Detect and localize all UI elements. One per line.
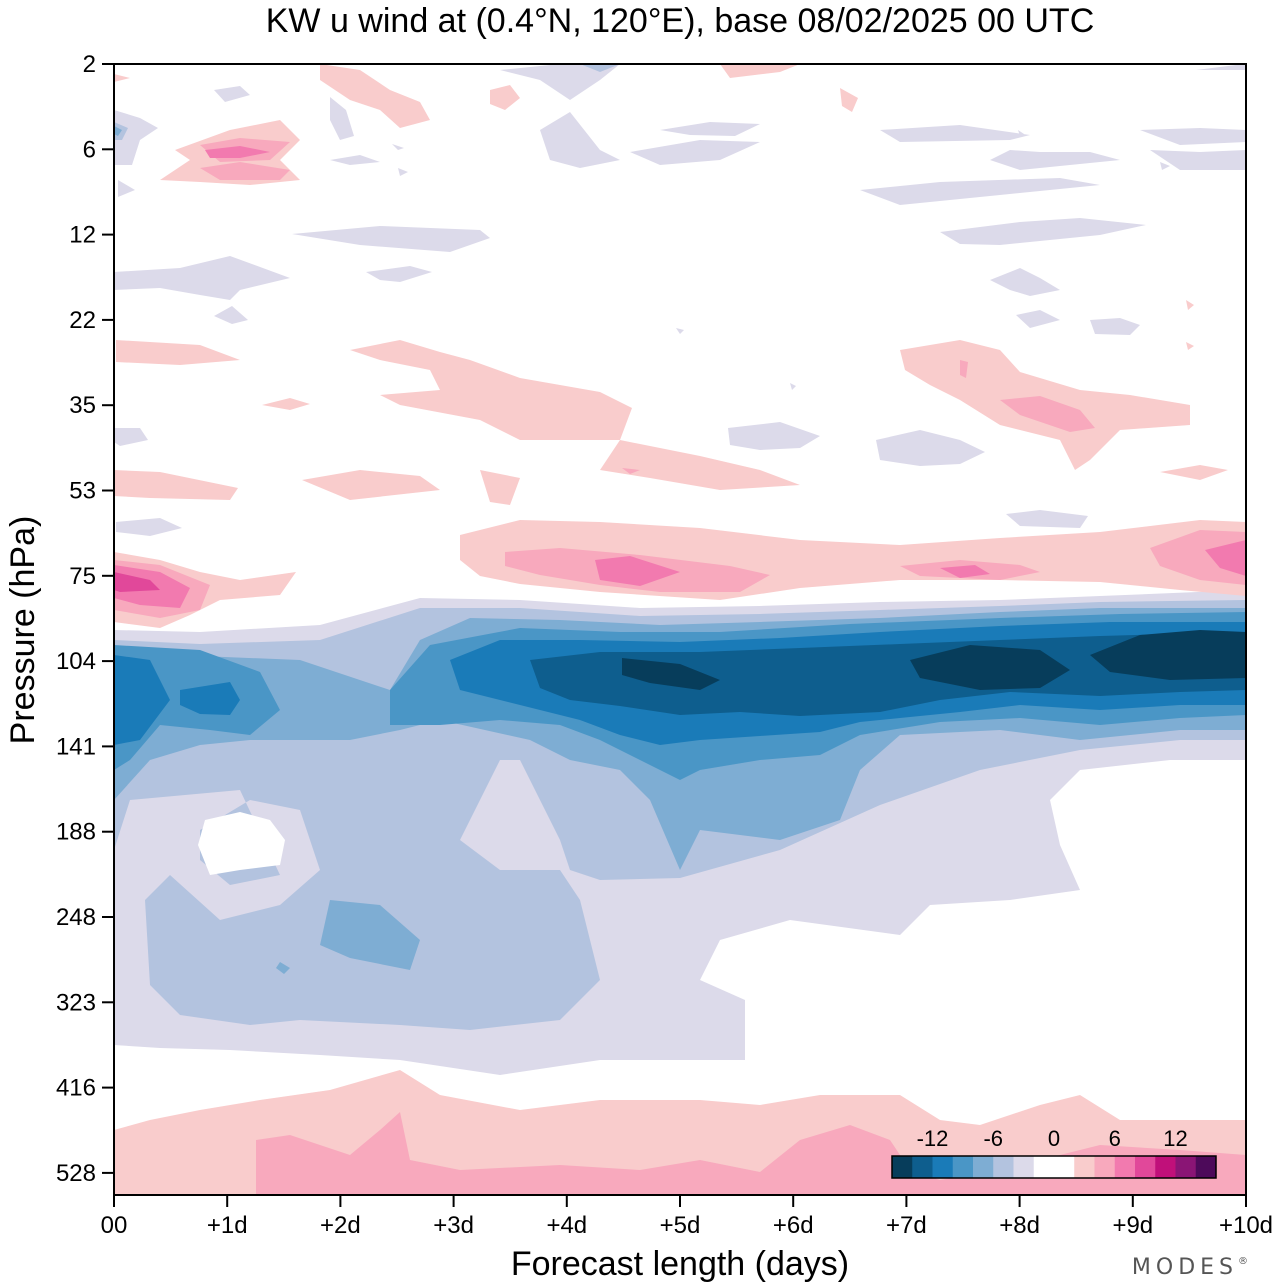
colorbar-tick-label: 12 <box>1163 1126 1187 1151</box>
contour-white-hole <box>198 812 285 875</box>
contour-pos-4 <box>114 530 1246 618</box>
colorbar-swatch <box>932 1156 954 1178</box>
colorbar-swatch <box>1195 1156 1217 1178</box>
y-tick-label: 528 <box>56 1160 96 1187</box>
x-tick-label: +1d <box>207 1212 248 1239</box>
y-tick-label: 2 <box>83 51 96 78</box>
contour-neg-12 <box>530 632 1246 716</box>
colorbar-swatch <box>1114 1156 1136 1178</box>
x-tick-label: +10d <box>1219 1212 1273 1239</box>
y-tick-label: 35 <box>69 392 96 419</box>
y-tick-label: 53 <box>69 478 96 505</box>
contour-pos-8 <box>114 572 160 592</box>
x-tick-label: 00 <box>101 1212 128 1239</box>
colorbar-swatch <box>892 1156 913 1178</box>
colorbar-frame <box>891 1155 1217 1179</box>
x-tick-label: +4d <box>546 1212 587 1239</box>
x-tick-label: +8d <box>999 1212 1040 1239</box>
colorbar-swatch <box>1074 1156 1095 1178</box>
x-tick-label: +7d <box>886 1212 927 1239</box>
plot-area <box>113 63 1247 1196</box>
x-tick-label: +5d <box>660 1212 701 1239</box>
y-tick-label: 104 <box>56 648 96 675</box>
colorbar-tick-label: 6 <box>1109 1126 1121 1151</box>
colorbar-tick-label: -12 <box>917 1126 949 1151</box>
y-tick-label: 6 <box>83 136 96 163</box>
y-tick-label: 323 <box>56 989 96 1016</box>
brand-logo: MODES® <box>1132 1255 1248 1280</box>
x-tick-label: +3d <box>433 1212 474 1239</box>
chart-title: KW u wind at (0.4°N, 120°E), base 08/02/… <box>266 2 1095 40</box>
x-tick-label: +9d <box>1112 1212 1153 1239</box>
x-axis-label: Forecast length (days) <box>511 1245 849 1283</box>
colorbar-swatch <box>973 1156 994 1178</box>
colorbar-tick-label: -6 <box>983 1126 1003 1151</box>
colorbar-swatch <box>1155 1156 1176 1178</box>
contour-neg-14 <box>622 630 1246 690</box>
contour-upper-pos <box>114 64 1246 1195</box>
contour-upper-pos-6 <box>205 146 270 158</box>
colorbar-swatch <box>1054 1156 1075 1178</box>
y-tick-label: 75 <box>69 563 96 590</box>
colorbar-swatch <box>912 1156 933 1178</box>
y-axis-label: Pressure (hPa) <box>4 516 42 745</box>
colorbar: -12 -6 0 6 12 <box>891 1126 1217 1179</box>
x-axis: 00 +1d +2d +3d +4d +5d +6d +7d +8d +9d +10d <box>101 1195 1273 1239</box>
x-tick-label: +6d <box>773 1212 814 1239</box>
colorbar-swatch <box>1175 1156 1197 1178</box>
colorbar-swatch <box>1135 1156 1156 1178</box>
colorbar-swatch <box>952 1156 974 1178</box>
colorbar-swatch <box>993 1156 1014 1178</box>
y-axis: 2 6 12 22 35 53 75 104 141 188 248 323 416 528 <box>56 51 114 1187</box>
x-tick-label: +2d <box>320 1212 361 1239</box>
colorbar-swatch <box>1094 1156 1116 1178</box>
colorbar-tick-label: 0 <box>1048 1126 1060 1151</box>
colorbar-swatch <box>1033 1156 1055 1178</box>
colorbar-swatch <box>1013 1156 1035 1178</box>
y-tick-label: 188 <box>56 819 96 846</box>
y-tick-label: 12 <box>69 222 96 249</box>
y-tick-label: 141 <box>56 733 96 760</box>
y-tick-label: 416 <box>56 1075 96 1102</box>
contour-fills <box>114 64 1246 1195</box>
contour-upper-neg <box>114 64 1246 536</box>
y-tick-label: 22 <box>69 307 96 334</box>
y-tick-label: 248 <box>56 904 96 931</box>
